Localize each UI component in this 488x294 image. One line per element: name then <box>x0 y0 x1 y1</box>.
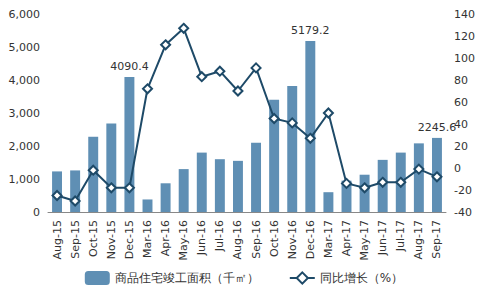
svg-text:-20: -20 <box>454 184 472 197</box>
svg-text:2,000: 2,000 <box>9 140 41 153</box>
svg-text:Sep-16: Sep-16 <box>250 220 263 259</box>
svg-text:Aug-16: Aug-16 <box>231 220 244 259</box>
svg-text:Oct-16: Oct-16 <box>268 220 281 257</box>
svg-text:商品住宅竣工面积（千㎡）: 商品住宅竣工面积（千㎡） <box>115 271 259 285</box>
svg-text:20: 20 <box>454 140 468 153</box>
svg-text:Jul-16: Jul-16 <box>213 220 226 252</box>
svg-text:Nov-16: Nov-16 <box>286 220 299 259</box>
svg-text:6,000: 6,000 <box>9 8 41 21</box>
svg-text:120: 120 <box>454 30 475 43</box>
svg-text:Sep-15: Sep-15 <box>69 220 82 259</box>
svg-text:2245.6: 2245.6 <box>418 121 457 134</box>
svg-text:Mar-16: Mar-16 <box>141 220 154 258</box>
svg-text:Aug-15: Aug-15 <box>51 220 64 259</box>
svg-text:Dec-15: Dec-15 <box>123 220 136 259</box>
svg-text:Jul-17: Jul-17 <box>394 220 407 252</box>
svg-text:4090.4: 4090.4 <box>110 60 149 73</box>
svg-text:Nov-15: Nov-15 <box>105 220 118 259</box>
svg-text:4,000: 4,000 <box>9 74 41 87</box>
svg-text:140: 140 <box>454 8 475 21</box>
svg-text:May-16: May-16 <box>177 220 190 261</box>
svg-text:40: 40 <box>454 117 468 131</box>
svg-text:同比增长（%）: 同比增长（%） <box>320 271 403 285</box>
svg-text:Dec-16: Dec-16 <box>304 220 317 259</box>
svg-text:May-17: May-17 <box>358 220 371 261</box>
svg-text:Sep-17: Sep-17 <box>430 220 443 259</box>
svg-text:Jun-17: Jun-17 <box>376 220 389 256</box>
svg-text:3,000: 3,000 <box>9 107 41 120</box>
svg-text:Jun-16: Jun-16 <box>195 220 208 256</box>
svg-text:Oct-15: Oct-15 <box>87 220 100 257</box>
svg-text:60: 60 <box>454 96 468 109</box>
svg-text:Apr-16: Apr-16 <box>159 220 172 256</box>
svg-text:80: 80 <box>454 74 468 87</box>
svg-text:1,000: 1,000 <box>9 173 41 186</box>
svg-text:Apr-17: Apr-17 <box>340 220 353 256</box>
svg-text:0: 0 <box>33 206 40 219</box>
svg-text:5,000: 5,000 <box>9 41 41 54</box>
svg-text:5179.2: 5179.2 <box>291 24 330 37</box>
svg-text:-40: -40 <box>454 206 472 219</box>
svg-text:0: 0 <box>454 162 461 175</box>
svg-text:Aug-17: Aug-17 <box>412 220 425 259</box>
svg-text:Mar-17: Mar-17 <box>322 220 335 258</box>
svg-text:100: 100 <box>454 52 475 65</box>
